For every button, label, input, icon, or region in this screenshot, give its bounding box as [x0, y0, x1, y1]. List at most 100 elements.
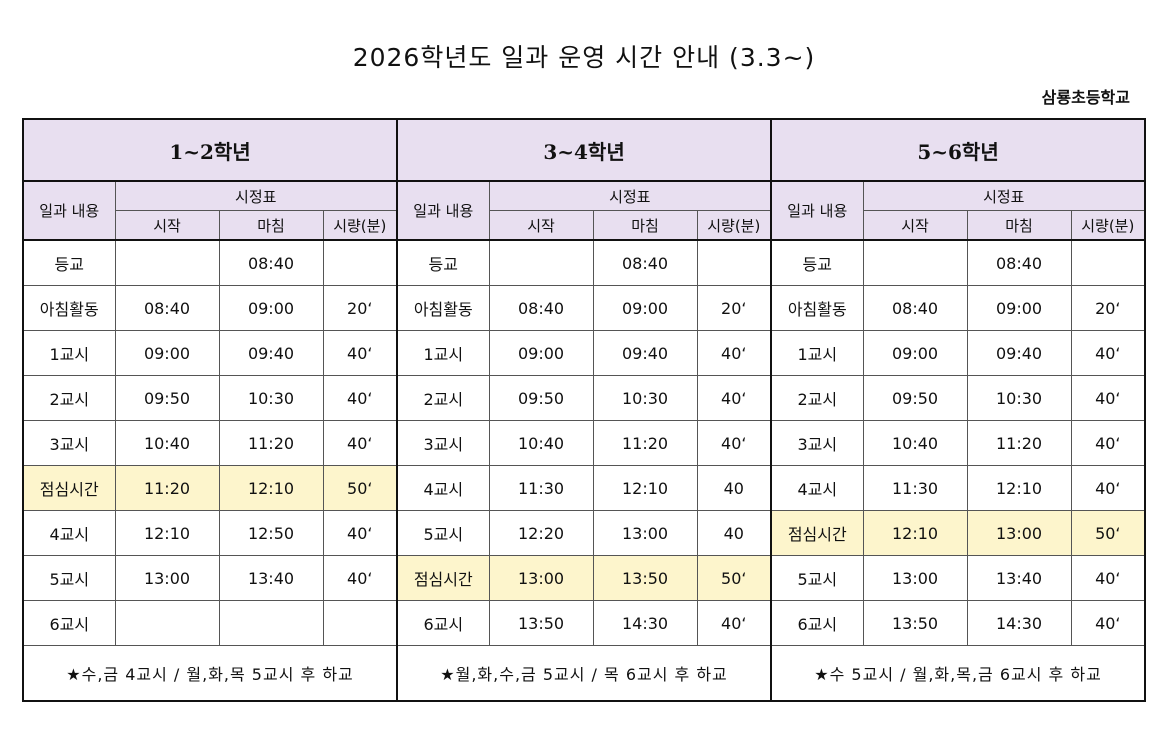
end-time-cell: 08:40: [592, 239, 698, 286]
start-header: 시작: [114, 210, 220, 241]
duration-header: 시량(분): [322, 210, 399, 241]
duration-cell: 40‘: [1070, 330, 1147, 376]
start-header: 시작: [862, 210, 968, 241]
end-time-cell: 11:20: [966, 420, 1072, 466]
end-time-cell: 08:40: [966, 239, 1072, 286]
duration-cell: 40‘: [1070, 600, 1147, 646]
period-name-cell: 3교시: [22, 420, 116, 466]
end-time-cell: 12:50: [218, 510, 324, 556]
period-name-cell: 5교시: [22, 555, 116, 601]
period-name-cell: 3교시: [770, 420, 864, 466]
duration-cell: 40‘: [696, 420, 773, 466]
end-time-cell: 11:20: [218, 420, 324, 466]
start-time-cell: 13:50: [488, 600, 594, 646]
duration-cell: 40‘: [696, 600, 773, 646]
table-row: 5교시 13:00 13:40 40‘ 점심시간 13:00 13:50 50‘ 5교시 13:0…: [22, 555, 1147, 601]
end-time-cell: 09:40: [966, 330, 1072, 376]
table-row: 6교시 6교시 13:50 14:30 40‘ 6교시 13:50 14:30 40‘: [22, 600, 1147, 646]
end-time-cell: 10:30: [592, 375, 698, 421]
duration-cell: [696, 239, 773, 286]
end-time-cell: 09:40: [592, 330, 698, 376]
grade-header: 3~4학년: [396, 118, 773, 182]
end-header: 마침: [966, 210, 1072, 241]
period-name-cell: 2교시: [396, 375, 490, 421]
duration-cell: 20‘: [1070, 285, 1147, 331]
period-name-cell: 점심시간: [770, 510, 864, 556]
start-time-cell: 11:30: [488, 465, 594, 511]
period-name-cell: 3교시: [396, 420, 490, 466]
duration-cell: 40‘: [322, 330, 399, 376]
start-time-cell: 09:50: [114, 375, 220, 421]
duration-cell: 20‘: [696, 285, 773, 331]
schedule-header: 시정표: [862, 180, 1147, 211]
end-time-cell: 13:40: [966, 555, 1072, 601]
start-time-cell: 09:50: [488, 375, 594, 421]
duration-cell: 40‘: [322, 375, 399, 421]
table-row: 4교시 12:10 12:50 40‘ 5교시 12:20 13:00 40 점심시간 12:10…: [22, 510, 1147, 556]
end-time-cell: 08:40: [218, 239, 324, 286]
duration-cell: 40‘: [1070, 420, 1147, 466]
duration-cell: 40‘: [696, 375, 773, 421]
start-time-cell: 11:20: [114, 465, 220, 511]
duration-cell: 50‘: [1070, 510, 1147, 556]
table-row: 점심시간 11:20 12:10 50‘ 4교시 11:30 12:10 40 4교시 11:30…: [22, 465, 1147, 511]
period-name-cell: 5교시: [396, 510, 490, 556]
duration-cell: 50‘: [696, 555, 773, 601]
start-time-cell: 08:40: [488, 285, 594, 331]
end-time-cell: 13:50: [592, 555, 698, 601]
page-title: 2026학년도 일과 운영 시간 안내 (3.3~): [352, 43, 816, 72]
duration-cell: 20‘: [322, 285, 399, 331]
period-name-cell: 6교시: [22, 600, 116, 646]
end-time-cell: 10:30: [966, 375, 1072, 421]
end-time-cell: 13:40: [218, 555, 324, 601]
end-time-cell: 13:00: [966, 510, 1072, 556]
end-time-cell: 09:00: [966, 285, 1072, 331]
dismissal-note: ★수 5교시 / 월,화,목,금 6교시 후 하교: [770, 645, 1147, 702]
table-row: 아침활동 08:40 09:00 20‘ 아침활동 08:40 09:00 20‘ 아침활동 08…: [22, 285, 1147, 331]
start-time-cell: [488, 239, 594, 286]
end-time-cell: 09:40: [218, 330, 324, 376]
duration-cell: [1070, 239, 1147, 286]
duration-header: 시량(분): [696, 210, 773, 241]
period-name-cell: 2교시: [770, 375, 864, 421]
start-time-cell: 13:00: [114, 555, 220, 601]
dismissal-note: ★수,금 4교시 / 월,화,목 5교시 후 하교: [21, 645, 399, 702]
duration-cell: 40‘: [322, 555, 399, 601]
activity-header: 일과 내용: [770, 180, 864, 241]
period-name-cell: 4교시: [770, 465, 864, 511]
period-name-cell: 아침활동: [396, 285, 490, 331]
end-time-cell: 12:10: [218, 465, 324, 511]
duration-cell: 40‘: [696, 330, 773, 376]
start-time-cell: 09:00: [114, 330, 220, 376]
schedule-header: 시정표: [488, 180, 773, 211]
activity-header: 일과 내용: [22, 180, 116, 241]
duration-cell: [322, 600, 399, 646]
duration-cell: 50‘: [322, 465, 399, 511]
start-time-cell: 09:00: [862, 330, 968, 376]
period-name-cell: 4교시: [396, 465, 490, 511]
start-time-cell: 13:00: [862, 555, 968, 601]
period-name-cell: 점심시간: [22, 465, 116, 511]
period-name-cell: 1교시: [396, 330, 490, 376]
duration-cell: 40‘: [1070, 375, 1147, 421]
start-header: 시작: [488, 210, 594, 241]
period-name-cell: 2교시: [22, 375, 116, 421]
end-header: 마침: [218, 210, 324, 241]
activity-header: 일과 내용: [396, 180, 490, 241]
timetable: 1~2학년 3~4학년 5~6학년 일과 내용 시정표 일과 내용 시정표 일과 내용 시정표 시…: [21, 118, 1147, 702]
end-time-cell: 12:10: [966, 465, 1072, 511]
end-time-cell: 14:30: [966, 600, 1072, 646]
period-name-cell: 등교: [770, 239, 864, 286]
period-name-cell: 등교: [396, 239, 490, 286]
school-name: 삼룡초등학교: [1041, 88, 1130, 107]
end-time-cell: [218, 600, 324, 646]
grade-header: 5~6학년: [770, 118, 1147, 182]
duration-cell: 40: [696, 510, 773, 556]
end-time-cell: 09:00: [592, 285, 698, 331]
period-name-cell: 1교시: [22, 330, 116, 376]
period-name-cell: 1교시: [770, 330, 864, 376]
start-time-cell: 10:40: [114, 420, 220, 466]
period-name-cell: 아침활동: [770, 285, 864, 331]
duration-cell: 40‘: [1070, 555, 1147, 601]
start-time-cell: 13:50: [862, 600, 968, 646]
